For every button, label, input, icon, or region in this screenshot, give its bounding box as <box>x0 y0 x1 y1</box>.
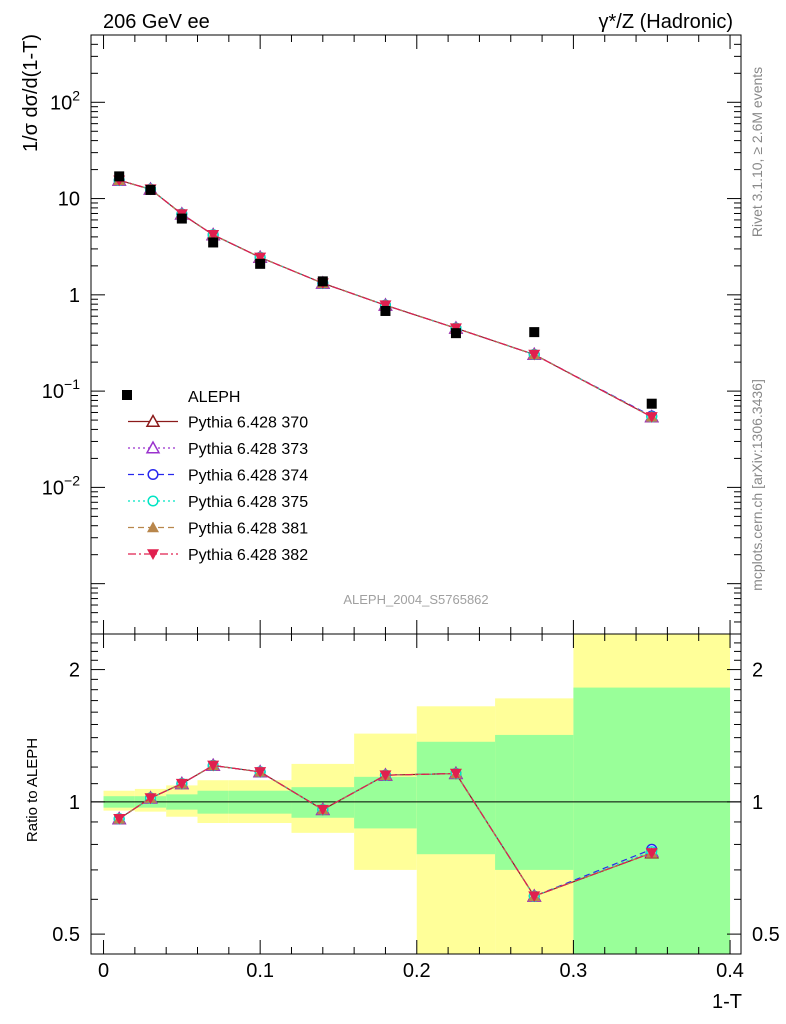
marker-triangle-down <box>379 300 392 312</box>
marker-circle-open <box>147 495 159 507</box>
band-inner <box>354 776 417 829</box>
x-tick-label: 0.3 <box>560 960 588 982</box>
marker-triangle-down <box>449 768 462 780</box>
rivet-label: Rivet 3.1.10, ≥ 2.6M events <box>749 67 765 237</box>
data-point <box>255 258 266 269</box>
y-tick-label: 10−2 <box>42 472 80 499</box>
data-point <box>208 237 219 248</box>
marker-triangle-down <box>645 412 658 423</box>
marker-triangle-down <box>144 793 157 805</box>
header-right: γ*/Z (Hadronic) <box>599 11 733 33</box>
data-point <box>380 305 391 316</box>
x-tick-label: 0.1 <box>246 960 274 982</box>
marker-triangle-down <box>175 778 188 790</box>
marker-triangle-down <box>379 770 392 782</box>
main-frame <box>90 34 742 635</box>
x-tick-label: 0.2 <box>403 960 431 982</box>
x-tick-label: 0.4 <box>716 960 744 982</box>
ratio-y-axis-label: Ratio to ALEPH <box>24 738 41 842</box>
band-inner <box>416 741 496 855</box>
y-tick-label: 10 <box>58 189 80 211</box>
marker-triangle-down <box>254 252 267 264</box>
ratio-panel-axes: 0 0.1 0.2 0.3 0.4 0.5 0.5 1 1 2 2 <box>52 633 780 982</box>
legend-label: Pythia 6.428 382 <box>188 547 308 564</box>
data-point <box>529 327 540 338</box>
data-point <box>317 276 328 287</box>
band-inner <box>495 734 574 870</box>
watermark: ALEPH_2004_S5765862 <box>343 592 488 607</box>
ratio-series <box>111 757 659 903</box>
legend-label: Pythia 6.428 370 <box>188 415 308 432</box>
series-line <box>118 764 652 897</box>
y-tick-label: 102 <box>50 87 80 114</box>
marker-triangle-down <box>147 549 159 560</box>
main-panel-axes: 10−2 10−1 1 10 102 <box>42 34 742 635</box>
y-tick-label: 0.5 <box>52 924 80 946</box>
x-axis-label: 1-T <box>712 991 742 1013</box>
legend-label: Pythia 6.428 375 <box>188 494 308 511</box>
legend-label: Pythia 6.428 381 <box>188 521 308 538</box>
x-tick-label: 0 <box>98 960 109 982</box>
y-tick-label: 2 <box>69 660 80 682</box>
data-point <box>450 328 461 339</box>
legend-label: ALEPH <box>188 389 240 406</box>
marker-circle-open <box>147 468 159 481</box>
header-left: 206 GeV ee <box>103 11 210 33</box>
data-point <box>114 171 125 182</box>
main-series <box>111 171 659 423</box>
marker-triangle-down <box>528 891 541 903</box>
legend-label: Pythia 6.428 374 <box>188 468 308 485</box>
marker-triangle-down <box>645 848 658 859</box>
y-tick-label: 1 <box>69 285 80 307</box>
marker-triangle-down <box>207 760 220 772</box>
marker-triangle-down <box>316 804 329 816</box>
marker-triangle <box>147 521 159 533</box>
marker-triangle-down <box>528 349 541 361</box>
y-tick-label: 1 <box>69 792 80 814</box>
mcplots-label: mcplots.cern.ch [arXiv:1306.3436] <box>749 379 765 591</box>
y-tick-label-right: 2 <box>752 660 763 682</box>
band-inner <box>573 687 731 954</box>
marker-triangle-down <box>207 230 220 241</box>
ratio-frame <box>90 633 742 955</box>
legend: ALEPH Pythia 6.428 370 Pythia 6.428 373 Pyt… <box>122 389 308 564</box>
marker-triangle-down <box>254 767 267 778</box>
data-point <box>145 184 156 195</box>
main-y-axis-label: 1/σ dσ/d(1-T) <box>20 34 42 152</box>
marker-triangle-open <box>145 413 161 428</box>
legend-label: Pythia 6.428 373 <box>188 441 308 458</box>
data-point <box>176 213 187 224</box>
marker-triangle-open <box>145 440 161 454</box>
ratio-uncertainty-bands <box>103 634 731 954</box>
legend-marker <box>122 390 132 400</box>
y-tick-label: 10−1 <box>42 376 80 403</box>
y-tick-label-right: 1 <box>752 792 763 814</box>
series-line <box>119 179 653 418</box>
data-point <box>646 398 657 409</box>
marker-triangle-down <box>113 813 126 825</box>
y-tick-label-right: 0.5 <box>752 924 780 946</box>
